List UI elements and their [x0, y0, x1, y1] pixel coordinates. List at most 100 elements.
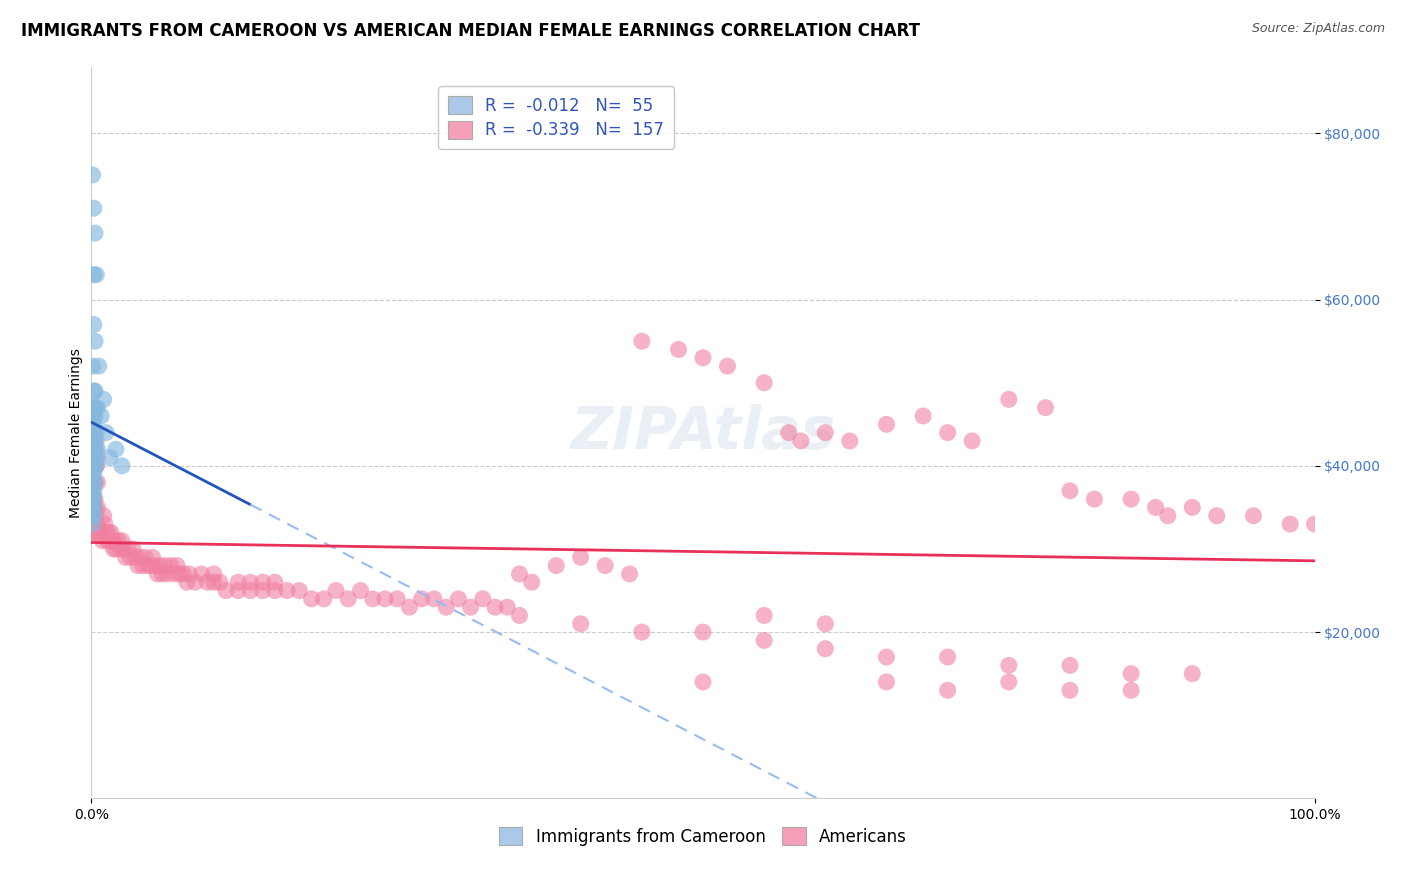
Point — [83, 500, 105, 515]
Y-axis label: Median Female Earnings: Median Female Earnings — [69, 348, 83, 517]
Point — [82, 492, 104, 507]
Point — [104, 541, 127, 556]
Point — [202, 575, 225, 590]
Point — [104, 442, 127, 457]
Point — [149, 558, 172, 573]
Point — [631, 625, 654, 640]
Point — [84, 508, 107, 523]
Point — [546, 558, 568, 573]
Point — [172, 566, 194, 581]
Point — [96, 533, 118, 548]
Point — [82, 442, 104, 457]
Point — [141, 550, 163, 565]
Point — [83, 525, 105, 540]
Point — [84, 226, 107, 240]
Point — [98, 533, 121, 548]
Point — [754, 608, 776, 623]
Point — [84, 425, 107, 440]
Point — [83, 508, 105, 523]
Point — [129, 550, 152, 565]
Point — [1083, 492, 1105, 507]
Point — [111, 458, 134, 473]
Point — [226, 575, 249, 590]
Point — [423, 591, 446, 606]
Point — [252, 583, 274, 598]
Point — [82, 475, 104, 490]
Point — [875, 650, 898, 665]
Point — [838, 434, 860, 448]
Point — [83, 434, 105, 448]
Point — [875, 417, 898, 432]
Point — [84, 458, 107, 473]
Point — [998, 392, 1021, 407]
Point — [150, 566, 173, 581]
Point — [83, 268, 105, 282]
Point — [86, 475, 108, 490]
Point — [84, 525, 107, 540]
Point — [101, 533, 124, 548]
Point — [124, 550, 146, 565]
Point — [84, 384, 107, 398]
Point — [398, 600, 420, 615]
Point — [93, 508, 115, 523]
Point — [84, 500, 107, 515]
Point — [912, 409, 935, 423]
Point — [1059, 683, 1081, 698]
Point — [84, 475, 107, 490]
Point — [82, 417, 104, 432]
Point — [496, 600, 519, 615]
Point — [82, 401, 104, 415]
Point — [86, 500, 108, 515]
Point — [471, 591, 494, 606]
Point — [82, 517, 104, 532]
Point — [814, 425, 837, 440]
Point — [631, 334, 654, 348]
Point — [208, 575, 231, 590]
Point — [84, 409, 107, 423]
Point — [117, 541, 139, 556]
Point — [239, 575, 262, 590]
Point — [82, 359, 104, 373]
Point — [82, 500, 104, 515]
Point — [82, 458, 104, 473]
Point — [89, 525, 111, 540]
Point — [1121, 683, 1143, 698]
Point — [875, 675, 898, 690]
Point — [1181, 666, 1204, 681]
Point — [179, 566, 201, 581]
Point — [84, 442, 107, 457]
Point — [202, 566, 225, 581]
Point — [936, 650, 959, 665]
Point — [146, 566, 169, 581]
Point — [100, 525, 122, 540]
Point — [156, 566, 179, 581]
Point — [86, 401, 108, 415]
Point — [692, 625, 714, 640]
Point — [668, 343, 690, 357]
Point — [1157, 508, 1180, 523]
Point — [83, 401, 105, 415]
Point — [374, 591, 396, 606]
Point — [301, 591, 323, 606]
Point — [312, 591, 335, 606]
Point — [132, 558, 155, 573]
Text: IMMIGRANTS FROM CAMEROON VS AMERICAN MEDIAN FEMALE EARNINGS CORRELATION CHART: IMMIGRANTS FROM CAMEROON VS AMERICAN MED… — [21, 22, 920, 40]
Point — [1243, 508, 1265, 523]
Point — [83, 492, 105, 507]
Point — [82, 508, 104, 523]
Point — [83, 500, 105, 515]
Point — [82, 500, 104, 515]
Point — [447, 591, 470, 606]
Point — [153, 558, 176, 573]
Point — [83, 458, 105, 473]
Point — [110, 541, 132, 556]
Point — [83, 508, 105, 523]
Point — [936, 425, 959, 440]
Point — [83, 409, 105, 423]
Point — [998, 658, 1021, 673]
Point — [716, 359, 738, 373]
Point — [86, 442, 108, 457]
Point — [960, 434, 983, 448]
Point — [90, 409, 112, 423]
Point — [361, 591, 384, 606]
